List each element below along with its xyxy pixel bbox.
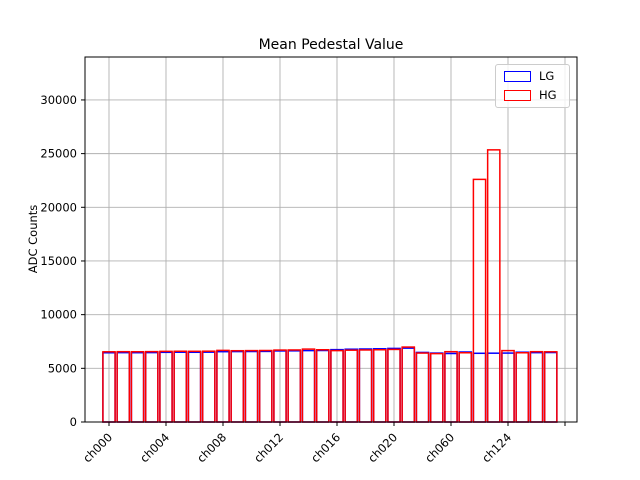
bar-hg-ch063 <box>486 149 501 423</box>
x-tick-label: ch012 <box>251 430 286 465</box>
y-tick-label: 15000 <box>40 254 77 268</box>
bar-hg-ch011 <box>258 349 273 423</box>
bar-hg-ch126 <box>529 350 544 423</box>
bar-hg-ch125 <box>515 352 530 423</box>
bar-lg-ch125 <box>515 351 530 423</box>
legend-label-hg: HG <box>539 87 557 102</box>
x-tick-label: ch008 <box>194 430 229 465</box>
bar-hg-ch127 <box>543 351 558 423</box>
bar-hg-ch062 <box>472 178 487 423</box>
x-tick-label: ch000 <box>80 430 115 465</box>
bar-lg-ch013 <box>287 350 302 423</box>
bar-lg-ch126 <box>529 351 544 423</box>
chart-title: Mean Pedestal Value <box>258 37 404 53</box>
bar-lg-ch062 <box>472 352 487 423</box>
x-tick-label: ch020 <box>365 430 400 465</box>
legend: LG HG <box>495 64 570 108</box>
bar-lg-ch021 <box>401 347 416 423</box>
bar-hg-ch021 <box>401 346 416 423</box>
bar-hg-ch018 <box>358 349 373 423</box>
y-tick-label: 0 <box>70 415 77 429</box>
y-tick-label: 30000 <box>40 93 77 107</box>
y-tick-label: 5000 <box>48 361 77 375</box>
bar-lg-ch022 <box>415 351 430 423</box>
bar-lg-ch017 <box>344 348 359 423</box>
hg-color-swatch <box>504 89 531 101</box>
bar-hg-ch061 <box>458 352 473 423</box>
axes-frame <box>84 56 578 423</box>
legend-label-lg: LG <box>539 69 555 83</box>
bar-lg-ch063 <box>486 352 501 423</box>
bar-lg-ch127 <box>543 351 558 423</box>
bar-hg-ch002 <box>130 350 145 423</box>
y-tick-label: 10000 <box>40 308 77 322</box>
x-tick-label: ch016 <box>308 430 343 465</box>
bar-lg-ch005 <box>173 351 188 423</box>
bar-hg-ch022 <box>415 352 430 423</box>
legend-item-lg: LG <box>504 69 561 83</box>
y-tick-label: 25000 <box>40 147 77 161</box>
bar-hg-ch014 <box>301 348 316 423</box>
bar-hg-ch009 <box>230 349 245 423</box>
x-tick-label: ch124 <box>479 430 514 465</box>
bar-hg-ch017 <box>344 349 359 423</box>
legend-item-hg: HG <box>504 87 561 102</box>
y-axis-title: ADC Counts <box>26 204 40 274</box>
x-tick-label: ch004 <box>137 430 172 465</box>
bar-hg-ch006 <box>187 350 202 423</box>
bar-lg-ch010 <box>244 350 259 423</box>
bar-lg-ch009 <box>230 350 245 423</box>
bar-hg-ch013 <box>287 349 302 423</box>
bar-hg-ch019 <box>372 349 387 423</box>
bar-hg-ch023 <box>429 352 444 423</box>
bar-hg-ch005 <box>173 350 188 423</box>
bar-lg-ch011 <box>258 350 273 423</box>
bar-hg-ch003 <box>144 350 159 423</box>
bar-hg-ch015 <box>315 349 330 423</box>
x-tick-label: ch060 <box>422 430 457 465</box>
bar-lg-ch001 <box>116 351 131 423</box>
bar-lg-ch015 <box>315 349 330 423</box>
bar-lg-ch014 <box>301 349 316 423</box>
bar-hg-ch010 <box>244 349 259 423</box>
bar-lg-ch003 <box>144 351 159 423</box>
bar-lg-ch002 <box>130 351 145 423</box>
bar-lg-ch018 <box>358 348 373 423</box>
bar-lg-ch061 <box>458 351 473 423</box>
lg-color-swatch <box>504 71 531 83</box>
bar-lg-ch023 <box>429 352 444 423</box>
y-tick-label: 20000 <box>40 200 77 214</box>
bar-hg-ch001 <box>116 350 131 423</box>
bar-lg-ch006 <box>187 351 202 423</box>
bar-lg-ch019 <box>372 348 387 423</box>
bar-hg-ch007 <box>201 350 216 423</box>
bar-lg-ch007 <box>201 351 216 423</box>
